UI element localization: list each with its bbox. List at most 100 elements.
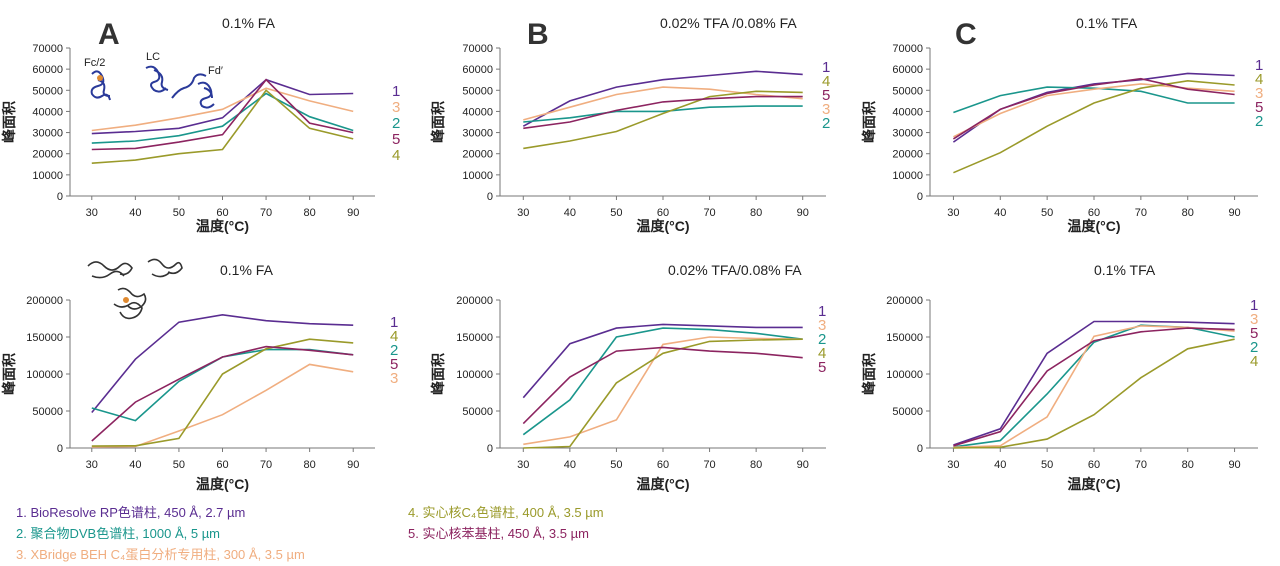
series-line-2: [91, 348, 354, 422]
fc2-protein-ribbon: [90, 70, 111, 101]
series-line-2: [953, 324, 1235, 448]
y-tick-label: 30000: [892, 128, 923, 140]
series-label-1: 1: [390, 314, 398, 331]
y-axis-label: 峰面积: [861, 101, 877, 143]
x-tick-label: 80: [304, 459, 316, 471]
series-line-1: [952, 72, 1235, 143]
panel-letter-b: B: [527, 18, 549, 51]
y-tick-label: 0: [57, 191, 63, 203]
chart-title: 0.1% FA: [220, 262, 274, 278]
x-axis-label: 温度(°C): [196, 218, 249, 234]
intact-antibody-illustration: [87, 258, 183, 320]
x-tick-label: 80: [1182, 207, 1194, 219]
series-label-2: 2: [1255, 113, 1263, 130]
x-tick-label: 60: [657, 207, 669, 219]
y-tick-label: 0: [917, 443, 923, 455]
y-tick-label: 20000: [892, 149, 923, 161]
fragment-label-fd: Fd′: [208, 65, 223, 77]
series-line-1: [522, 323, 803, 399]
y-tick-label: 150000: [26, 332, 63, 344]
y-tick-label: 70000: [892, 43, 923, 55]
y-axis-label: 峰面积: [1, 101, 17, 143]
y-tick-label: 200000: [26, 295, 63, 307]
series-label-4: 4: [1250, 353, 1258, 370]
y-tick-label: 50000: [462, 85, 493, 97]
x-tick-label: 90: [347, 459, 359, 471]
x-tick-label: 60: [657, 459, 669, 471]
y-tick-label: 40000: [462, 106, 493, 118]
lc-protein-ribbon: [145, 65, 169, 93]
x-axis-label: 温度(°C): [636, 218, 689, 234]
x-axis-label: 温度(°C): [196, 476, 249, 492]
chart-b-bottom: 0.02% TFA/0.08% FA 0 50000 100000 150000 2000…: [430, 262, 826, 492]
chart-a-bottom: 0.1% FA 0 50000 100000 150000 200000 30 40 50 60 7…: [1, 262, 398, 492]
x-tick-label: 50: [610, 207, 622, 219]
x-tick-label: 70: [1135, 207, 1147, 219]
x-axis-label: 温度(°C): [1067, 218, 1120, 234]
series-label-5: 5: [390, 356, 398, 373]
x-tick-label: 50: [1041, 459, 1053, 471]
antibody-fragment-illustrations: Fc/2 LC Fd′: [84, 51, 223, 109]
y-tick-label: 0: [487, 191, 493, 203]
series-line-1: [953, 320, 1235, 446]
series-line-5: [91, 78, 354, 151]
series-line-4: [91, 89, 354, 164]
y-tick-label: 70000: [32, 43, 63, 55]
series-label-5: 5: [818, 359, 826, 376]
series-label-3: 3: [390, 370, 398, 387]
panel-letter-c: C: [955, 18, 977, 51]
x-tick-label: 60: [216, 207, 228, 219]
legend-item-2: 2. 聚合物DVB色谱柱, 1000 Å, 5 µm: [16, 526, 221, 541]
y-tick-label: 200000: [886, 295, 923, 307]
x-tick-label: 40: [564, 207, 576, 219]
series-line-3: [953, 83, 1235, 138]
series-label-4: 4: [822, 73, 830, 90]
y-tick-label: 50000: [892, 85, 923, 97]
y-tick-label: 150000: [456, 332, 493, 344]
series-line-3: [91, 87, 354, 132]
y-tick-label: 50000: [32, 406, 63, 418]
series-line-2: [523, 105, 803, 123]
x-tick-label: 90: [797, 459, 809, 471]
y-tick-label: 60000: [462, 64, 493, 76]
series-line-4: [523, 90, 803, 150]
series-line-5: [522, 346, 803, 425]
y-tick-label: 0: [917, 191, 923, 203]
x-tick-label: 90: [1228, 207, 1240, 219]
x-tick-label: 60: [1088, 207, 1100, 219]
x-tick-label: 80: [750, 207, 762, 219]
chart-c-top: 0.1% TFA 0 10000 20000 30000 40000 50000 60000 7…: [861, 15, 1263, 234]
series-line-5: [952, 77, 1235, 140]
legend-item-4: 4. 实心核C₄色谱柱, 400 Å, 3.5 µm: [408, 505, 604, 520]
series-line-1: [91, 313, 354, 414]
x-tick-label: 90: [1228, 459, 1240, 471]
series-line-5: [91, 345, 354, 442]
x-tick-label: 30: [517, 459, 529, 471]
y-tick-label: 60000: [32, 64, 63, 76]
x-tick-label: 80: [304, 207, 316, 219]
y-tick-label: 20000: [462, 149, 493, 161]
x-tick-label: 70: [260, 207, 272, 219]
series-label-4: 4: [392, 147, 400, 164]
x-tick-label: 60: [216, 459, 228, 471]
series-label-4: 4: [390, 328, 398, 345]
fragment-label-lc: LC: [146, 51, 160, 63]
series-label-3: 3: [1250, 311, 1258, 328]
y-tick-label: 30000: [462, 128, 493, 140]
x-tick-label: 70: [703, 207, 715, 219]
y-tick-label: 40000: [32, 106, 63, 118]
y-tick-label: 50000: [32, 85, 63, 97]
series-line-1: [91, 78, 354, 135]
series-line-2: [522, 327, 803, 436]
series-line-3: [953, 325, 1235, 449]
chart-title: 0.1% FA: [222, 15, 276, 31]
y-axis-label: 峰面积: [1, 353, 17, 395]
series-label-1: 1: [822, 59, 830, 76]
series-line-2: [953, 86, 1235, 114]
y-tick-label: 0: [487, 443, 493, 455]
x-tick-label: 50: [610, 459, 622, 471]
x-tick-label: 30: [86, 459, 98, 471]
chart-c-bottom: 0.1% TFA 0 50000 100000 150000 200000 30 40 50 60…: [861, 262, 1258, 492]
y-tick-label: 50000: [892, 406, 923, 418]
chart-title: 0.1% TFA: [1094, 262, 1156, 278]
